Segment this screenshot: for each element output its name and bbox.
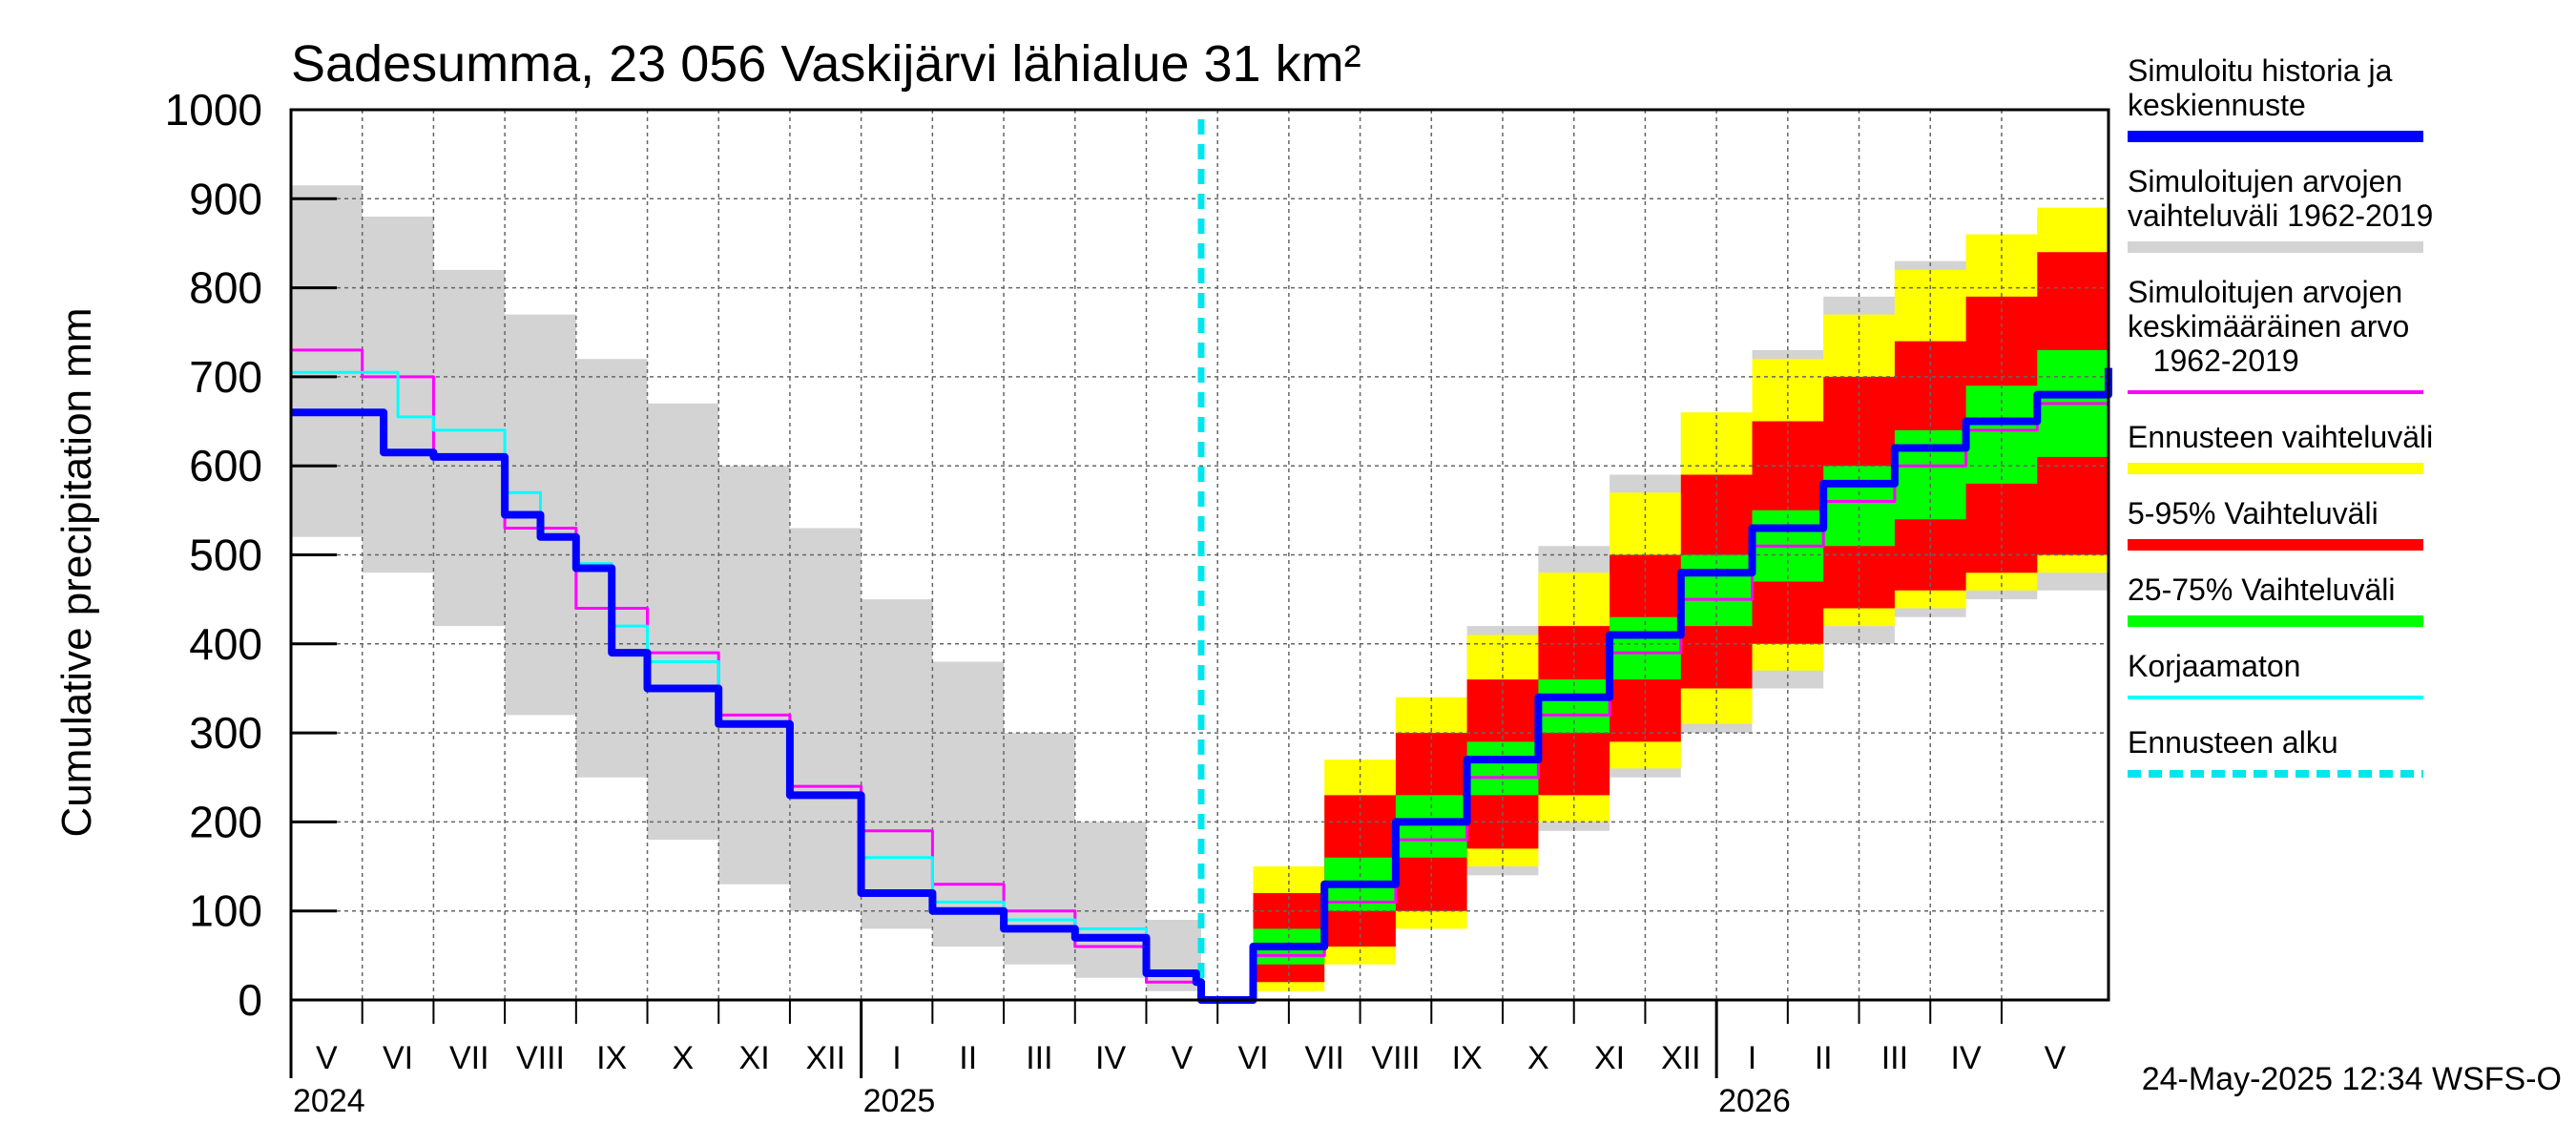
legend-text-2-1: keskimääräinen arvo — [2128, 309, 2409, 344]
y-tick-label-200: 200 — [189, 797, 262, 846]
legend-text-1-0: Simuloitujen arvojen — [2128, 164, 2402, 198]
y-tick-label-600: 600 — [189, 441, 262, 490]
y-tick-label-400: 400 — [189, 619, 262, 669]
month-label-0: V — [316, 1040, 338, 1076]
year-label-2024: 2024 — [293, 1083, 365, 1119]
month-label-17: X — [1527, 1040, 1549, 1076]
year-label-2025: 2025 — [863, 1083, 936, 1119]
chart-title: Sadesumma, 23 056 Vaskijärvi lähialue 31… — [291, 35, 1361, 93]
month-label-10: III — [1026, 1040, 1052, 1076]
legend-text-5-0: 25-75% Vaihteluväli — [2128, 572, 2395, 607]
legend-text-4-0: 5-95% Vaihteluväli — [2128, 496, 2379, 531]
year-label-2026: 2026 — [1718, 1083, 1791, 1119]
y-tick-label-800: 800 — [189, 263, 262, 313]
legend-text-6-0: Korjaamaton — [2128, 649, 2300, 683]
month-label-11: IV — [1095, 1040, 1126, 1076]
month-label-7: XII — [806, 1040, 846, 1076]
y-tick-label-100: 100 — [189, 886, 262, 936]
month-label-21: II — [1815, 1040, 1833, 1076]
legend-text-2-2: 1962-2019 — [2128, 344, 2299, 378]
month-label-19: XII — [1661, 1040, 1701, 1076]
legend-text-3-0: Ennusteen vaihteluväli — [2128, 420, 2433, 454]
legend-text-1-1: vaihteluväli 1962-2019 — [2128, 198, 2433, 233]
legend-text-0-0: Simuloitu historia ja — [2128, 53, 2393, 88]
month-label-15: VIII — [1371, 1040, 1420, 1076]
line-history_forecast — [291, 367, 2112, 1004]
month-label-13: VI — [1237, 1040, 1268, 1076]
y-tick-label-1000: 1000 — [165, 85, 262, 135]
month-label-22: III — [1881, 1040, 1908, 1076]
month-label-9: II — [959, 1040, 977, 1076]
timestamp-footer: 24-May-2025 12:34 WSFS-O — [2142, 1061, 2562, 1097]
month-label-12: V — [1171, 1040, 1193, 1076]
y-tick-label-700: 700 — [189, 352, 262, 402]
line-uncorrected — [291, 370, 1203, 983]
band-hist_range — [291, 185, 1201, 1001]
month-label-23: IV — [1951, 1040, 1982, 1076]
month-label-3: VIII — [516, 1040, 565, 1076]
y-tick-label-900: 900 — [189, 174, 262, 223]
month-label-4: IX — [596, 1040, 627, 1076]
month-label-16: IX — [1452, 1040, 1483, 1076]
month-label-2: VII — [449, 1040, 489, 1076]
bands-layer — [291, 185, 2109, 1001]
legend-text-0-1: keskiennuste — [2128, 88, 2306, 122]
month-label-1: VI — [383, 1040, 413, 1076]
month-label-18: XI — [1594, 1040, 1625, 1076]
y-tick-label-0: 0 — [238, 975, 262, 1025]
month-label-8: I — [892, 1040, 901, 1076]
month-label-14: VII — [1304, 1040, 1344, 1076]
month-label-24: V — [2045, 1040, 2067, 1076]
y-tick-label-500: 500 — [189, 531, 262, 580]
month-label-6: XI — [739, 1040, 770, 1076]
y-axis-label: Cumulative precipitation mm — [53, 307, 100, 837]
y-tick-label-300: 300 — [189, 708, 262, 758]
legend-text-7-0: Ennusteen alku — [2128, 725, 2338, 760]
month-label-20: I — [1748, 1040, 1756, 1076]
month-label-5: X — [673, 1040, 695, 1076]
legend-text-2-0: Simuloitujen arvojen — [2128, 275, 2402, 309]
